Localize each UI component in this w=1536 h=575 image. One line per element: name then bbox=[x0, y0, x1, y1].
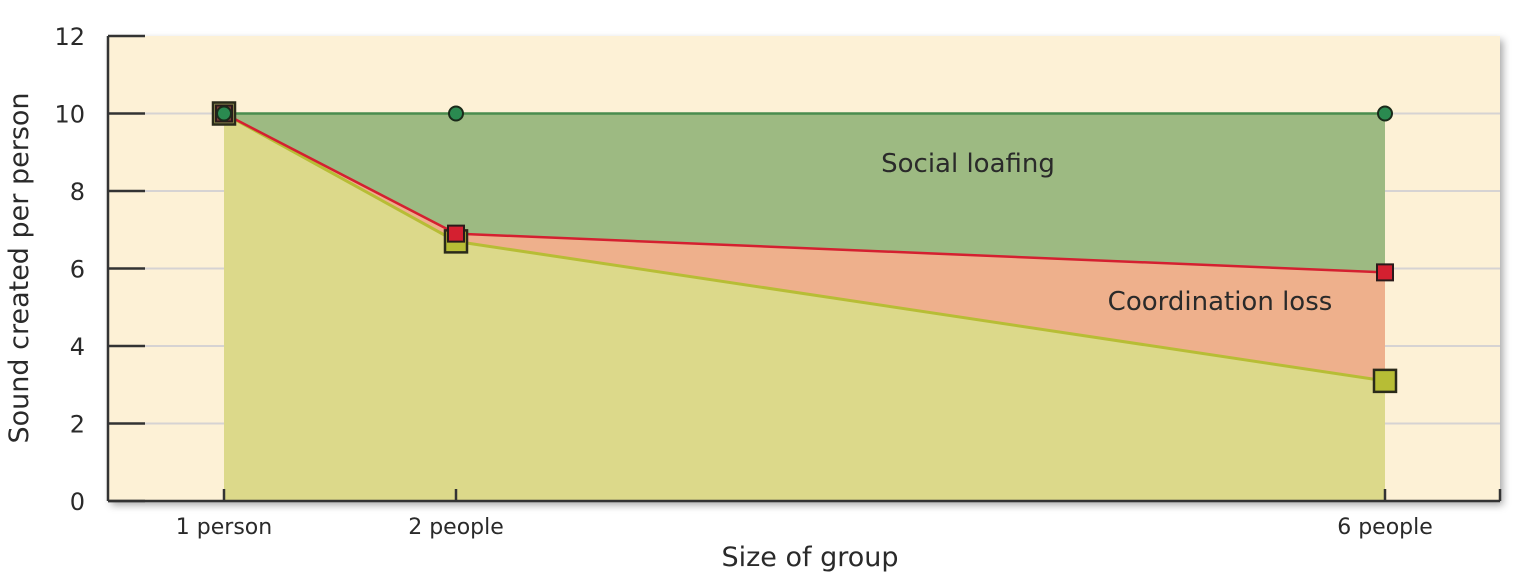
y-tick-label: 0 bbox=[70, 488, 85, 516]
marker-expected bbox=[447, 224, 465, 243]
marker-actual bbox=[1372, 368, 1398, 394]
areas bbox=[224, 113, 1385, 501]
x-tick-label: 1 person bbox=[176, 515, 272, 540]
y-tick-label: 12 bbox=[54, 23, 85, 51]
y-tick-label: 4 bbox=[70, 333, 85, 361]
marker-potential bbox=[216, 105, 232, 122]
labels: Social loafing Coordination loss Size of… bbox=[4, 92, 1332, 573]
y-axis-title: Sound created per person bbox=[4, 92, 35, 443]
area-coordination-loss bbox=[224, 113, 1385, 381]
region-label-coordination-loss: Coordination loss bbox=[1108, 287, 1333, 317]
y-tick-label: 2 bbox=[70, 411, 85, 439]
marker-expected bbox=[1376, 263, 1394, 282]
axes: 0 2 4 6 8 10 12 1 person 2 people 6 people bbox=[54, 23, 1502, 540]
x-axis-title: Size of group bbox=[721, 542, 898, 573]
y-tick-label: 6 bbox=[70, 256, 85, 284]
marker-potential bbox=[1377, 105, 1393, 122]
y-tick-label: 10 bbox=[54, 101, 85, 129]
region-label-social-loafing: Social loafing bbox=[881, 149, 1055, 179]
markers bbox=[211, 101, 1398, 394]
x-tick-label: 6 people bbox=[1337, 515, 1433, 540]
y-tick-label: 8 bbox=[70, 178, 85, 206]
area-actual bbox=[224, 113, 1385, 501]
area-social-loafing bbox=[224, 113, 1385, 273]
marker-potential bbox=[448, 105, 464, 122]
x-tick-label: 2 people bbox=[408, 515, 504, 540]
